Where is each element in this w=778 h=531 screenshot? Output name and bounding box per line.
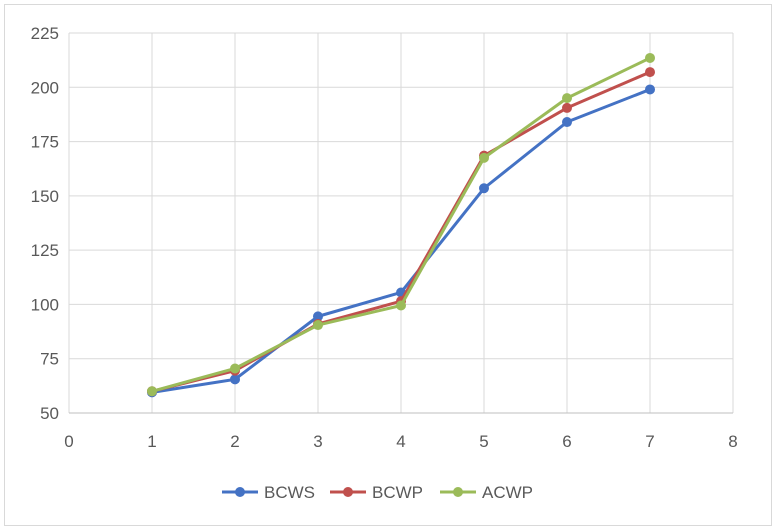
- data-point: [147, 386, 157, 397]
- y-tick-label: 50: [40, 404, 59, 423]
- x-tick-label: 7: [645, 432, 654, 451]
- y-tick-label: 125: [31, 241, 59, 260]
- x-tick-labels: 0 1 2 3 4 5 6 7 8: [64, 432, 737, 451]
- data-point: [479, 183, 489, 194]
- x-tick-label: 8: [728, 432, 737, 451]
- y-tick-label: 150: [31, 187, 59, 206]
- x-tick-label: 6: [562, 432, 571, 451]
- legend-label: ACWP: [482, 483, 533, 502]
- y-tick-label: 100: [31, 295, 59, 314]
- data-point: [645, 52, 655, 63]
- y-tick-label: 75: [40, 350, 59, 369]
- legend-label: BCWS: [264, 483, 315, 502]
- y-tick-labels: 50 75 100 125 150 175 200 225: [31, 24, 59, 423]
- x-tick-label: 0: [64, 432, 73, 451]
- data-point: [479, 152, 489, 163]
- data-point: [313, 320, 323, 331]
- data-point: [313, 311, 323, 322]
- y-tick-label: 200: [31, 78, 59, 97]
- x-tick-label: 4: [396, 432, 405, 451]
- legend-entry: BCWP: [330, 483, 423, 502]
- data-point: [230, 363, 240, 374]
- legend-label: BCWP: [372, 483, 423, 502]
- x-tick-label: 5: [479, 432, 488, 451]
- data-point: [562, 93, 572, 104]
- legend-swatch-marker: [453, 487, 463, 497]
- series-lines: [147, 52, 655, 398]
- legend-swatch-marker: [343, 487, 353, 497]
- legend-entry: BCWS: [222, 483, 315, 502]
- x-tick-label: 2: [230, 432, 239, 451]
- data-point: [645, 67, 655, 78]
- x-tick-label: 3: [313, 432, 322, 451]
- data-point: [645, 84, 655, 95]
- legend-entry: ACWP: [440, 483, 533, 502]
- y-tick-label: 225: [31, 24, 59, 43]
- legend-swatch-marker: [235, 487, 245, 497]
- gridlines: [68, 32, 734, 414]
- data-point: [230, 374, 240, 385]
- y-tick-label: 175: [31, 133, 59, 152]
- x-tick-label: 1: [147, 432, 156, 451]
- legend: BCWS BCWP ACWP: [222, 483, 533, 502]
- data-point: [562, 117, 572, 128]
- series-acwp: [147, 52, 655, 397]
- data-point: [396, 300, 406, 311]
- data-point: [562, 102, 572, 113]
